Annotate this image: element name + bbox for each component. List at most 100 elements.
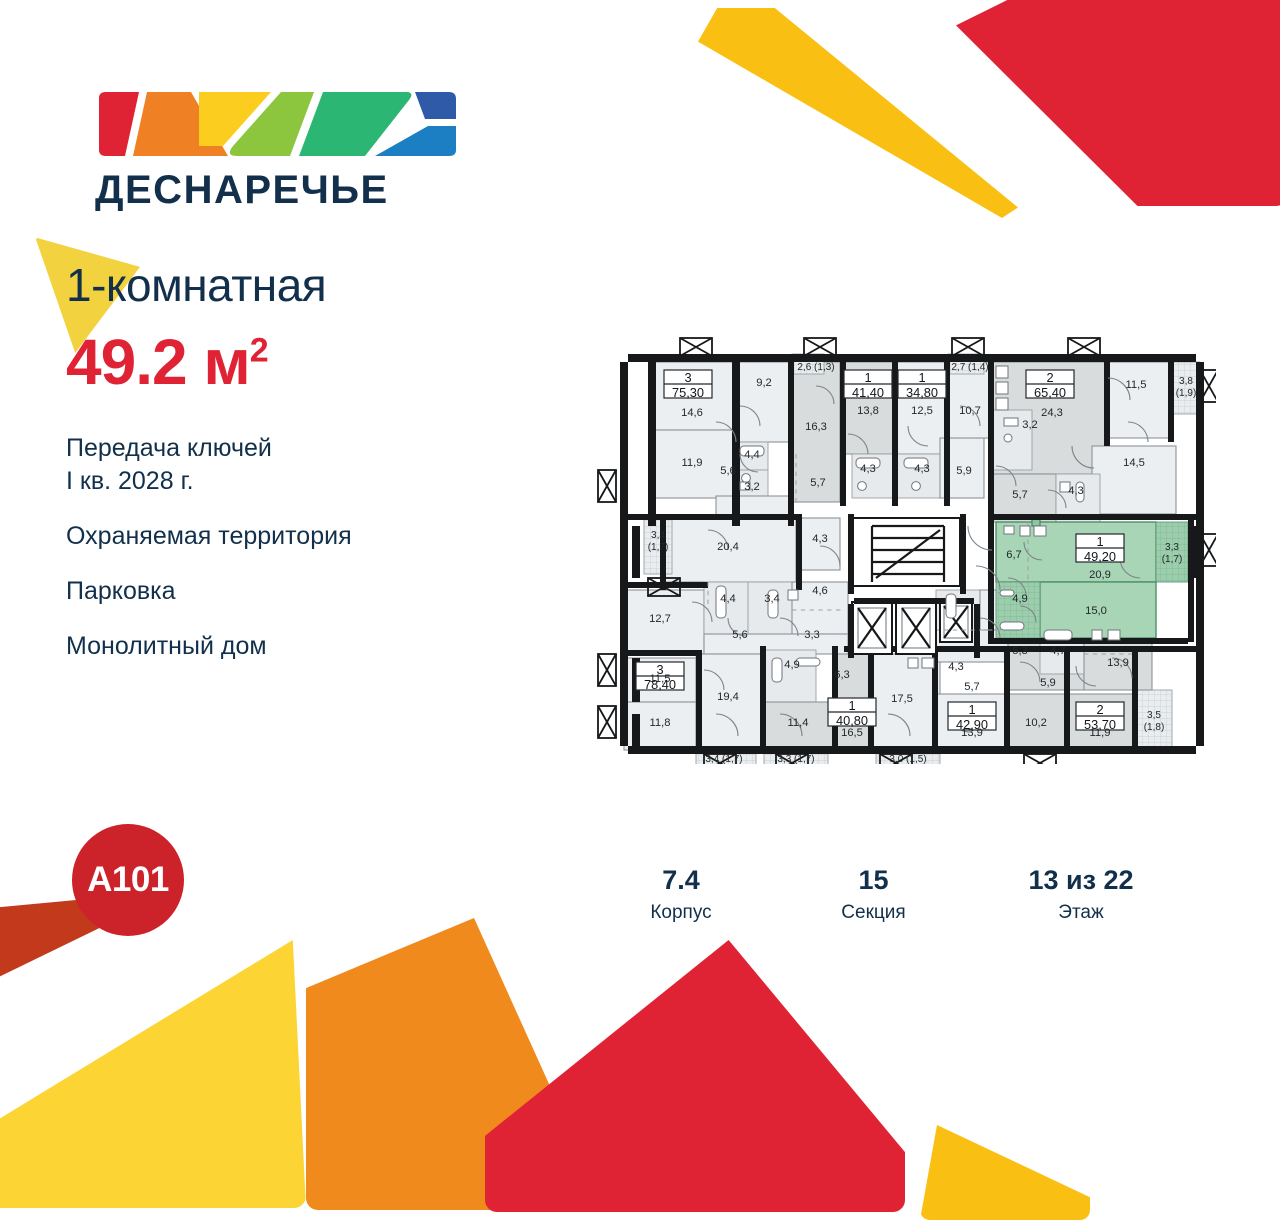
unit-tag: 253,70 (1075, 701, 1125, 732)
svg-text:13,8: 13,8 (857, 405, 879, 417)
svg-text:5,6: 5,6 (720, 465, 736, 477)
svg-text:4,6: 4,6 (812, 585, 828, 597)
svg-text:4,9: 4,9 (1012, 593, 1028, 605)
floor-plan[interactable]: 3 75,30 1 41,40 1 34,80 2 65,40 1 49,20 3 78,4… (596, 334, 1216, 764)
svg-text:65,40: 65,40 (1034, 385, 1066, 400)
svg-text:13,9: 13,9 (961, 727, 983, 739)
svg-text:(1,7): (1,7) (1162, 554, 1183, 565)
area-unit: м (203, 326, 250, 398)
svg-text:6,3: 6,3 (834, 669, 850, 681)
svg-text:9,2: 9,2 (756, 377, 772, 389)
room-dividers (707, 454, 1132, 655)
svg-text:16,3: 16,3 (805, 421, 827, 433)
area-number: 49.2 (66, 326, 188, 398)
svg-text:42,90: 42,90 (956, 717, 988, 732)
unit-tag: 141,40 (843, 369, 893, 400)
svg-text:1: 1 (918, 370, 925, 385)
unit-tag: 378,40 (635, 661, 685, 692)
svg-text:17,5: 17,5 (891, 693, 913, 705)
svg-text:15,0: 15,0 (1085, 605, 1107, 617)
meta-label-korpus: Корпус (650, 901, 712, 923)
svg-text:24,3: 24,3 (1041, 407, 1063, 419)
svg-text:16,5: 16,5 (841, 727, 863, 739)
building-core (848, 514, 980, 658)
svg-text:49,20: 49,20 (1084, 549, 1116, 564)
svg-text:41,40: 41,40 (852, 385, 884, 400)
svg-text:4,3: 4,3 (860, 463, 876, 475)
svg-text:11,4: 11,4 (788, 717, 809, 729)
svg-text:11,8: 11,8 (650, 717, 671, 729)
structural-walls (620, 354, 1204, 754)
meta-value-etazh: 13 из 22 (1028, 865, 1134, 895)
decor-shape-top-right-red (956, 0, 1280, 206)
unit-tag-highlighted: 149,20 (1075, 533, 1125, 564)
svg-text:2: 2 (1096, 702, 1103, 717)
svg-text:(1,8): (1,8) (1144, 722, 1165, 733)
decor-shape-bottom-right-yellow (920, 1125, 1090, 1220)
svg-text:12,7: 12,7 (649, 613, 671, 625)
features-list: Передача ключей I кв. 2028 г. Охраняемая… (66, 432, 536, 663)
svg-text:11,5: 11,5 (1126, 379, 1147, 391)
svg-text:10,2: 10,2 (1025, 717, 1047, 729)
meta-label-sektsiya: Секция (841, 901, 906, 923)
svg-text:12,5: 12,5 (911, 405, 933, 417)
svg-text:4,3: 4,3 (1068, 485, 1084, 497)
svg-text:3,8: 3,8 (1179, 376, 1193, 387)
svg-text:53,70: 53,70 (1084, 717, 1116, 732)
unit-tag: 142,90 (947, 701, 997, 732)
svg-text:1: 1 (848, 698, 855, 713)
decor-shape-bottom-red (485, 940, 905, 1212)
svg-text:78,40: 78,40 (644, 677, 676, 692)
meta-item-etazh: 13 из 22 Этаж (981, 865, 1181, 924)
svg-text:11,9: 11,9 (682, 457, 703, 469)
feature-monolithic-house: Монолитный дом (66, 632, 267, 660)
meta-label-etazh: Этаж (1058, 901, 1104, 923)
svg-text:1: 1 (968, 702, 975, 717)
svg-text:19,4: 19,4 (717, 691, 739, 703)
feature-key-handover-line1: Передача ключей (66, 434, 272, 462)
svg-text:20,4: 20,4 (717, 541, 739, 553)
svg-text:14,5: 14,5 (1123, 457, 1145, 469)
svg-text:1: 1 (864, 370, 871, 385)
svg-text:5,7: 5,7 (810, 477, 826, 489)
apartment-info-panel: 1-комнатная 49.2 м2 Передача ключей I кв… (66, 262, 536, 685)
svg-text:3,4: 3,4 (651, 530, 665, 541)
floor-plan-drawing: 375,30 141,40 134,80 265,40 149,20 378,4… (597, 337, 1216, 764)
svg-text:(1,7): (1,7) (648, 542, 669, 553)
svg-text:4,7: 4,7 (1050, 645, 1066, 657)
logo-ribbon-icon (99, 92, 456, 156)
svg-text:3,3: 3,3 (1165, 542, 1179, 553)
svg-text:3,4: 3,4 (764, 593, 780, 605)
svg-text:4,9: 4,9 (784, 659, 800, 671)
svg-text:14,6: 14,6 (681, 407, 703, 419)
decor-shape-bottom-orange (306, 918, 606, 1210)
unit-tags: 375,30 141,40 134,80 265,40 149,20 378,4… (635, 369, 1125, 732)
svg-text:20,9: 20,9 (1089, 569, 1111, 581)
svg-text:2: 2 (1046, 370, 1053, 385)
svg-text:5,9: 5,9 (956, 465, 972, 477)
svg-text:3,2: 3,2 (744, 481, 760, 493)
svg-text:3,3 (1,7): 3,3 (1,7) (777, 754, 814, 764)
meta-item-korpus: 7.4 Корпус (596, 865, 766, 924)
unit-tag: 134,80 (897, 369, 947, 400)
svg-text:5,9: 5,9 (1040, 677, 1056, 689)
svg-text:(1,9): (1,9) (1176, 388, 1197, 399)
svg-text:4,4: 4,4 (744, 449, 760, 461)
meta-item-sektsiya: 15 Секция (766, 865, 981, 924)
decor-shape-top-right-yellow (698, 8, 1018, 218)
svg-text:3,5: 3,5 (1147, 710, 1161, 721)
svg-text:2,7 (1,4): 2,7 (1,4) (951, 362, 988, 373)
feature-key-handover: Передача ключей I кв. 2028 г. (66, 432, 536, 498)
decor-shape-bottom-yellow (0, 940, 306, 1208)
svg-text:34,80: 34,80 (906, 385, 938, 400)
area-superscript: 2 (249, 331, 269, 370)
svg-text:2,6 (1,3): 2,6 (1,3) (797, 362, 834, 373)
svg-text:5,6: 5,6 (732, 629, 748, 641)
svg-text:5,3: 5,3 (1012, 645, 1028, 657)
svg-text:3,3: 3,3 (804, 629, 820, 641)
svg-text:13,9: 13,9 (1107, 657, 1129, 669)
svg-text:40,80: 40,80 (836, 713, 868, 728)
svg-text:3: 3 (684, 370, 691, 385)
highlighted-unit-fill (995, 517, 1189, 639)
